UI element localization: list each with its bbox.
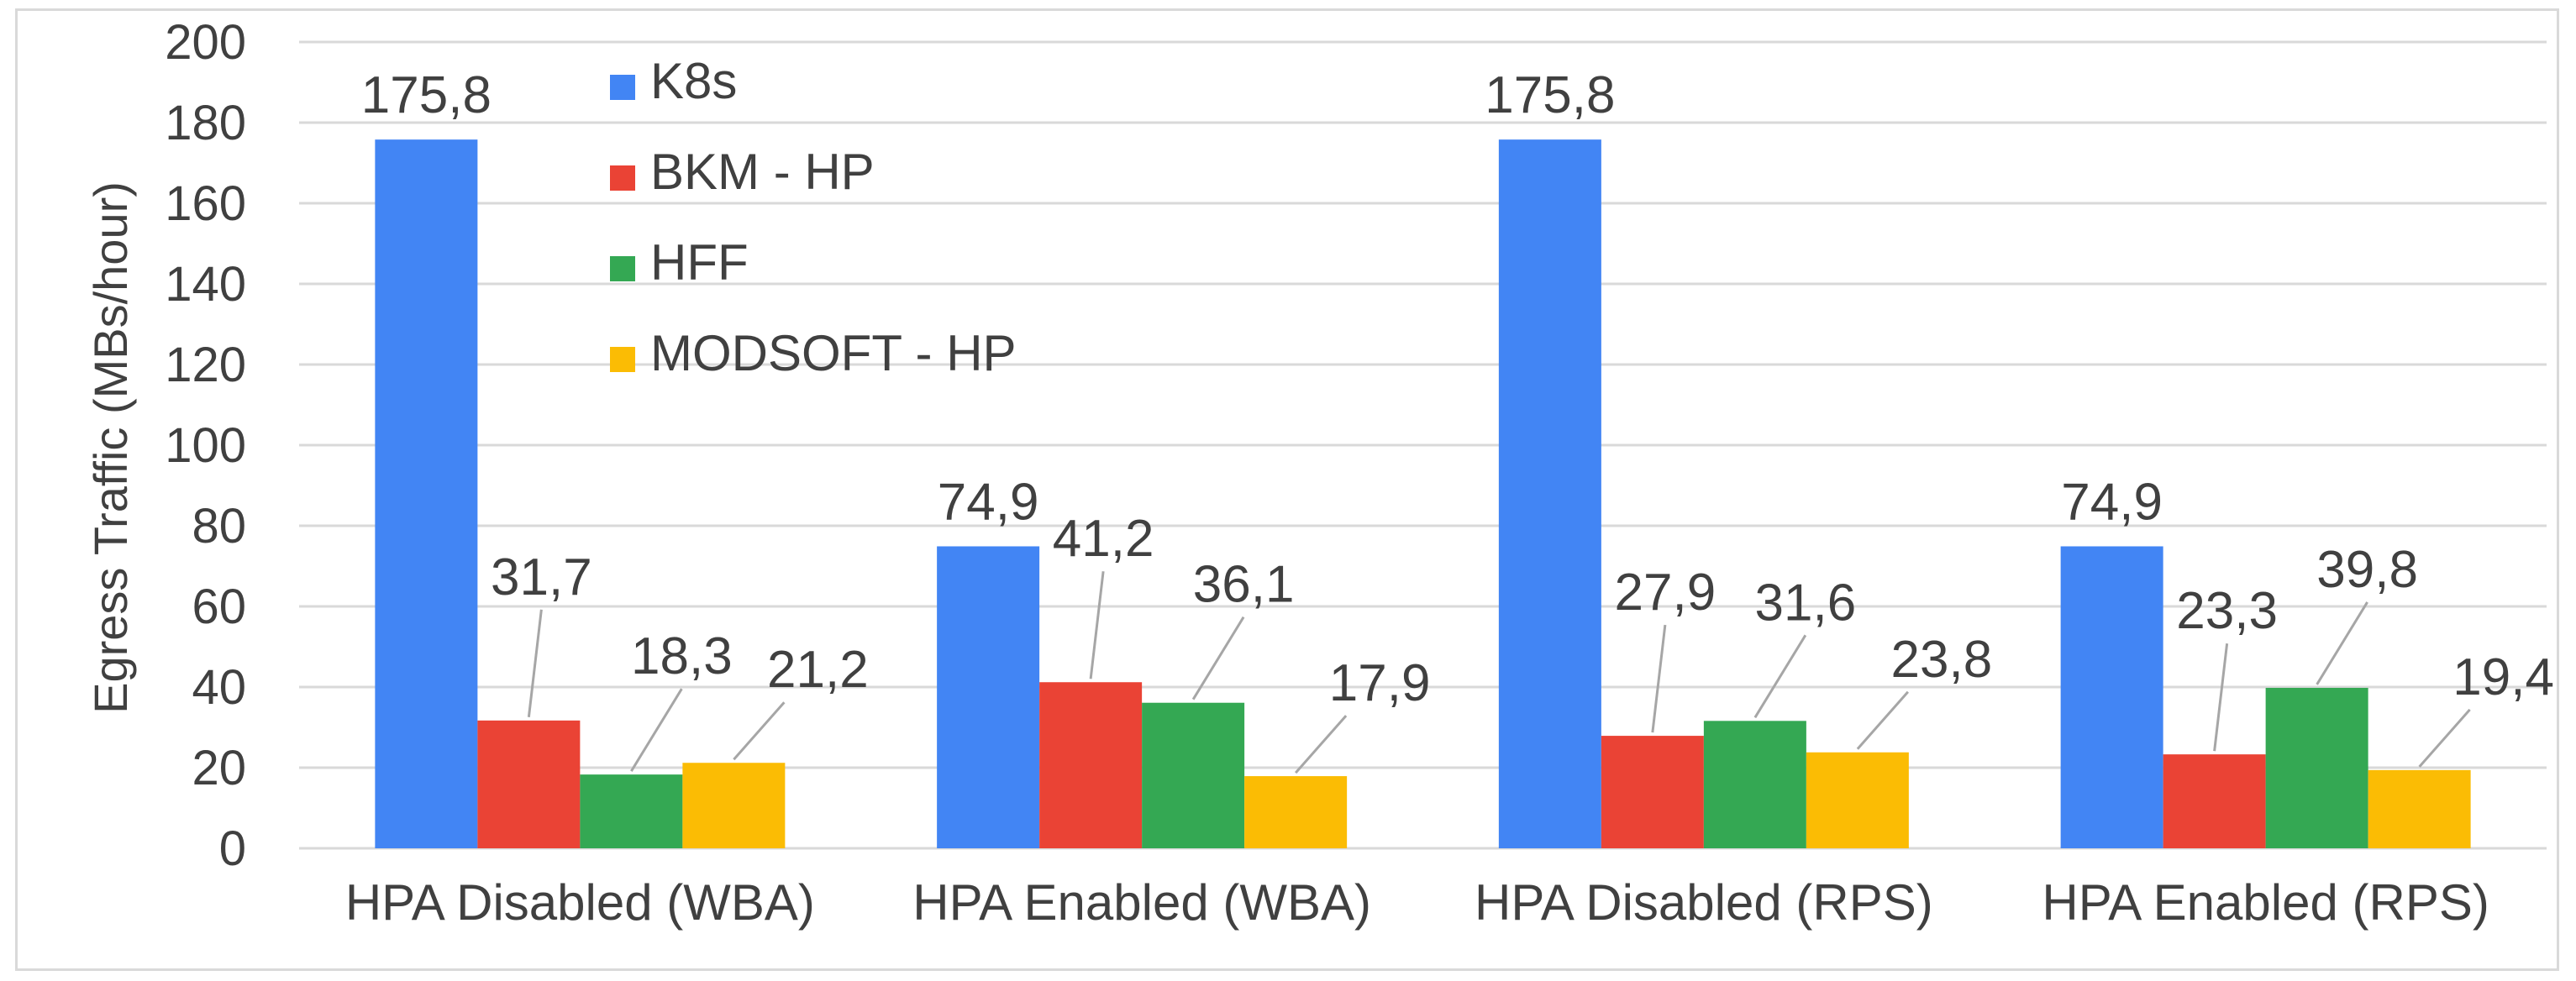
- bar: [682, 763, 786, 848]
- data-label: 23,3: [2176, 582, 2278, 640]
- leader-line: [1856, 690, 1909, 750]
- legend-label: MODSOFT - HP: [650, 325, 1017, 381]
- leader-line: [1651, 624, 1667, 733]
- data-label: 17,9: [1329, 654, 1431, 712]
- bar: [1142, 702, 1245, 848]
- bar: [2368, 769, 2471, 848]
- y-tick-label: 160: [165, 176, 246, 231]
- data-label: 18,3: [631, 627, 733, 685]
- bar: [477, 720, 581, 848]
- data-label: 31,6: [1755, 574, 1857, 632]
- bar: [1039, 682, 1143, 848]
- leader-line: [2213, 643, 2229, 752]
- data-label: 36,1: [1193, 556, 1295, 614]
- bar-chart: 0 20 40 60 80 100 120 140 160 180 200 HPA Disabled…: [84, 15, 2554, 931]
- legend-label: BKM - HP: [650, 144, 875, 200]
- data-label: 74,9: [2061, 473, 2163, 531]
- data-label: 39,8: [2316, 541, 2418, 599]
- bar: [1244, 776, 1348, 848]
- data-label: 175,8: [1485, 66, 1615, 124]
- y-tick-label: 180: [165, 96, 246, 150]
- data-label: 19,4: [2452, 648, 2554, 706]
- y-tick-label: 40: [192, 660, 246, 715]
- leader-line: [2316, 601, 2368, 685]
- leader-line: [733, 701, 786, 761]
- y-tick-label: 60: [192, 580, 246, 634]
- legend-swatch: [610, 165, 635, 191]
- bar: [1601, 736, 1704, 848]
- leader-line: [1089, 571, 1105, 679]
- leader-line: [1295, 715, 1348, 774]
- y-tick-label: 140: [165, 257, 246, 312]
- y-tick-label: 200: [165, 15, 246, 70]
- x-category-label: HPA Disabled (RPS): [1475, 874, 1933, 931]
- data-label: 31,7: [491, 548, 592, 606]
- leader-line: [1191, 616, 1245, 700]
- legend-label: K8s: [650, 53, 737, 109]
- y-axis-title: Egress Traffic (MBs/hour): [84, 181, 137, 714]
- legend-swatch: [610, 75, 635, 100]
- leader-line: [1753, 634, 1807, 719]
- x-category-label: HPA Enabled (RPS): [2042, 874, 2489, 931]
- data-label: 23,8: [1891, 631, 1993, 689]
- bar: [580, 774, 683, 848]
- leader-line: [527, 609, 543, 718]
- x-category-label: HPA Disabled (WBA): [345, 874, 815, 931]
- leader-line: [630, 688, 683, 772]
- y-tick-label: 100: [165, 418, 246, 473]
- bar: [2060, 546, 2163, 848]
- bar: [2265, 687, 2368, 848]
- legend-label: HFF: [650, 234, 749, 291]
- x-category-label: HPA Enabled (WBA): [912, 874, 1371, 931]
- data-label: 41,2: [1053, 510, 1154, 568]
- y-tick-label: 20: [192, 741, 246, 795]
- leader-line: [2418, 708, 2471, 768]
- legend-swatch: [610, 347, 635, 372]
- y-tick-label: 80: [192, 499, 246, 553]
- data-label: 27,9: [1615, 564, 1716, 622]
- y-tick-label: 120: [165, 338, 246, 392]
- bar: [1806, 752, 1909, 848]
- data-label: 175,8: [361, 66, 492, 124]
- legend-swatch: [610, 256, 635, 281]
- bar: [1703, 721, 1806, 848]
- data-label: 74,9: [938, 473, 1039, 531]
- chart-frame: 0 20 40 60 80 100 120 140 160 180 200 HPA Disabled…: [15, 8, 2559, 971]
- bar: [937, 546, 1040, 848]
- bar: [2163, 754, 2266, 848]
- y-tick-label: 0: [219, 821, 246, 876]
- data-label: 21,2: [767, 641, 869, 699]
- bar: [1498, 139, 1601, 848]
- bar: [375, 139, 478, 848]
